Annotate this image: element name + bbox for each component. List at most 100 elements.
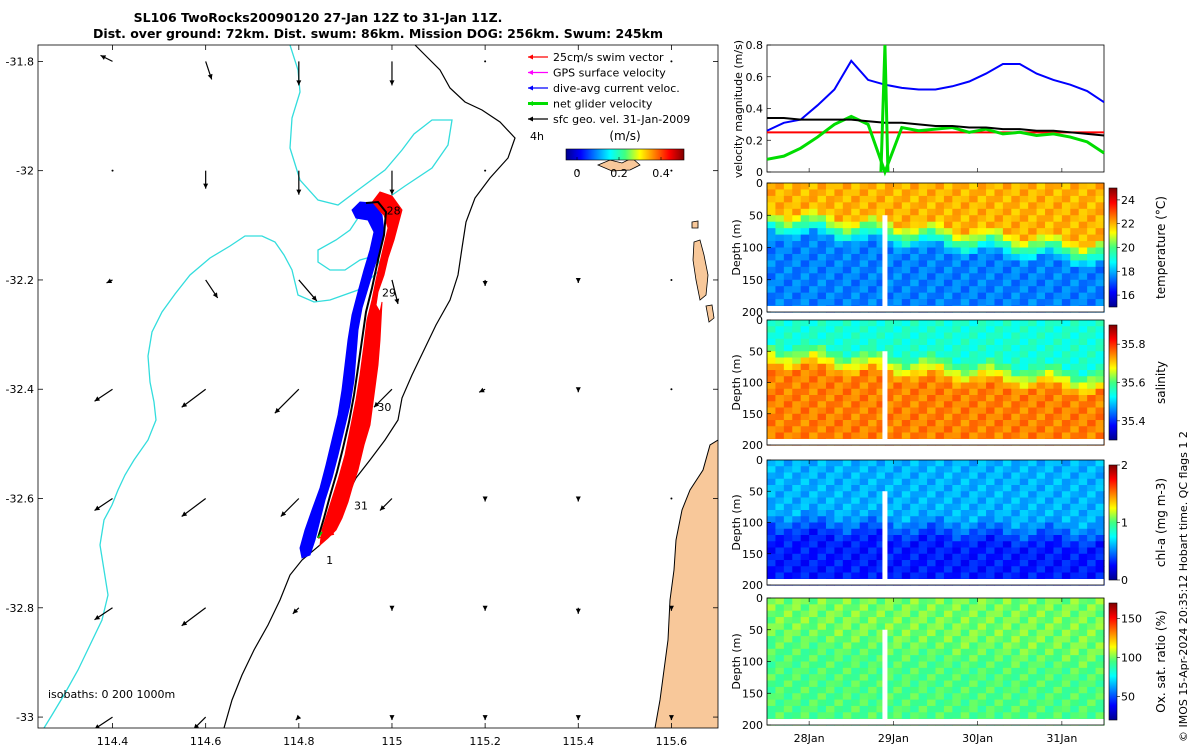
heatmap-cell xyxy=(969,510,979,517)
heatmap-cell xyxy=(935,382,945,390)
heatmap-cell xyxy=(783,510,793,517)
heatmap-cell xyxy=(1061,195,1071,203)
heatmap-cell xyxy=(767,674,777,682)
heatmap-cell xyxy=(884,189,894,197)
heatmap-cell xyxy=(868,598,878,605)
heatmap-cell xyxy=(1045,363,1055,371)
heatmap-cell xyxy=(851,598,861,605)
heatmap-cell xyxy=(1078,234,1088,242)
heatmap-cell xyxy=(859,338,869,346)
heatmap-cell xyxy=(1061,420,1071,427)
heatmap-cell xyxy=(851,528,861,536)
heatmap-cell xyxy=(1011,547,1021,555)
heatmap-cell xyxy=(1002,485,1012,492)
heatmap-cell xyxy=(859,420,869,427)
heatmap-cell xyxy=(901,357,911,365)
heatmap-cell xyxy=(1061,636,1071,644)
heatmap-cell xyxy=(817,680,827,688)
heatmap-cell xyxy=(927,712,937,720)
heatmap-cell xyxy=(1036,541,1046,549)
heatmap-cell xyxy=(775,541,785,549)
heatmap-cell xyxy=(1019,320,1029,327)
heatmap-cell xyxy=(868,472,878,480)
heatmap-cell xyxy=(868,388,878,396)
heatmap-cell xyxy=(884,247,894,255)
heatmap-cell xyxy=(842,460,852,467)
heatmap-cell xyxy=(825,610,835,618)
heatmap-cell xyxy=(1011,357,1021,365)
heatmap-cell xyxy=(994,351,1004,359)
heatmap-cell xyxy=(851,266,861,274)
heatmap-cell xyxy=(859,286,869,294)
heatmap-cell xyxy=(775,299,785,307)
map-y-tick-label: -32 xyxy=(16,165,34,178)
heatmap-cell xyxy=(834,357,844,365)
heatmap-cell xyxy=(1095,208,1105,216)
heatmap-cell xyxy=(935,189,945,197)
heatmap-cell xyxy=(834,699,844,707)
heatmap-cell xyxy=(986,407,996,415)
heatmap-cell xyxy=(1095,610,1105,618)
heatmap-cell xyxy=(1078,241,1088,249)
heatmap-cell xyxy=(859,712,869,720)
heatmap-cell xyxy=(825,547,835,555)
heatmap-cell xyxy=(935,528,945,536)
heatmap-cell xyxy=(868,674,878,682)
heatmap-cell xyxy=(884,648,894,656)
heatmap-cell xyxy=(1095,420,1105,427)
heatmap-cell xyxy=(952,560,962,567)
heatmap-cell xyxy=(901,553,911,561)
heatmap-cell xyxy=(775,623,785,631)
heatmap-cell xyxy=(1045,541,1055,549)
heatmap-cell xyxy=(1011,503,1021,511)
heatmap-cell xyxy=(809,292,819,300)
heatmap-cell xyxy=(817,241,827,249)
heatmap-cell xyxy=(792,516,802,524)
heatmap-cell xyxy=(927,674,937,682)
heatmap-cell xyxy=(834,363,844,371)
heatmap-cell xyxy=(851,413,861,421)
heatmap-cell xyxy=(809,183,819,191)
heatmap-cell xyxy=(809,503,819,511)
heatmap-cell xyxy=(910,516,920,524)
heatmap-cell xyxy=(969,642,979,650)
heatmap-cell xyxy=(910,351,920,359)
heatmap-cell xyxy=(1028,332,1038,340)
heatmap-cell xyxy=(783,413,793,421)
heatmap-cell xyxy=(986,228,996,236)
heatmap-cell xyxy=(1078,189,1088,197)
heatmap-cell xyxy=(884,528,894,536)
heatmap-cell xyxy=(1070,693,1080,701)
heatmap-cell xyxy=(1087,395,1097,402)
heatmap-cell xyxy=(783,485,793,492)
heatmap-cell xyxy=(901,623,911,631)
heatmap-cell xyxy=(817,528,827,536)
heatmap-cell xyxy=(767,266,777,274)
heatmap-cell xyxy=(893,699,903,707)
heatmap-cell xyxy=(868,604,878,612)
heatmap-cell xyxy=(800,228,810,236)
heatmap-cell xyxy=(1070,195,1080,203)
heatmap-cell xyxy=(868,623,878,631)
heatmap-cell xyxy=(1078,604,1088,612)
legend-arrow xyxy=(528,70,533,75)
heatmap-cell xyxy=(859,623,869,631)
heatmap-cell xyxy=(775,503,785,511)
heatmap-cell xyxy=(1095,292,1105,300)
heatmap-cell xyxy=(817,598,827,605)
heatmap-cell xyxy=(1095,357,1105,365)
heatmap-cell xyxy=(1019,466,1029,474)
heatmap-cell xyxy=(1095,566,1105,574)
heatmap-cell xyxy=(1028,247,1038,255)
heatmap-cell xyxy=(800,432,810,440)
heatmap-cell xyxy=(994,228,1004,236)
heatmap-cell xyxy=(767,598,777,605)
heatmap-cell xyxy=(825,345,835,352)
heatmap-cell xyxy=(901,572,911,580)
heatmap-cell xyxy=(1019,674,1029,682)
heatmap-cell xyxy=(901,466,911,474)
heatmap-cell xyxy=(969,351,979,359)
heatmap-cell xyxy=(1053,528,1063,536)
heatmap-cell xyxy=(1045,623,1055,631)
heatmap-cell xyxy=(851,221,861,229)
